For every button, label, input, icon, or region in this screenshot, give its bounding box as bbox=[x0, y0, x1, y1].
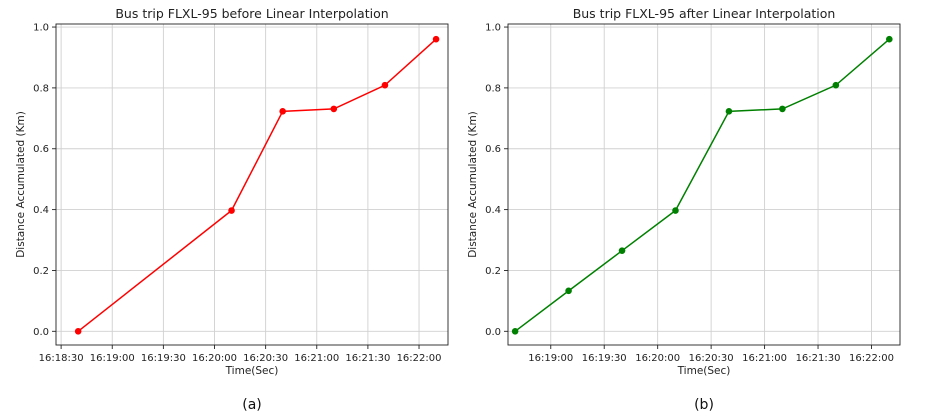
y-tick-label: 0.0 bbox=[485, 327, 501, 338]
y-tick-label: 0.6 bbox=[33, 144, 49, 155]
x-axis-label: Time(Sec) bbox=[677, 365, 731, 377]
data-point bbox=[511, 328, 519, 335]
data-point bbox=[74, 328, 82, 335]
chart-1: 16:19:00 16:19:30 16:20:00 16:20:30 16:21:00… bbox=[467, 6, 901, 413]
x-tick-label: 16:20:00 bbox=[635, 353, 680, 364]
data-point bbox=[330, 105, 338, 113]
data-point bbox=[228, 207, 235, 214]
x-tick-label: 16:22:00 bbox=[849, 353, 894, 364]
x-tick-label: 16:20:00 bbox=[192, 353, 237, 364]
chart-0: 16:18:30 16:19:00 16:19:30 16:20:00 16:20:30… bbox=[15, 6, 449, 413]
data-point bbox=[779, 105, 786, 113]
data-point bbox=[381, 81, 389, 89]
plot-frame bbox=[55, 23, 449, 346]
x-tick-label: 16:19:00 bbox=[528, 353, 573, 364]
data-point bbox=[672, 207, 679, 214]
data-point bbox=[279, 108, 286, 115]
chart-title: Bus trip FLXL-95 before Linear Interpola… bbox=[115, 6, 388, 21]
x-tick-label: 16:18:30 bbox=[39, 353, 84, 364]
y-tick-label: 0.2 bbox=[485, 266, 501, 277]
y-axis-label: Distance Accumulated (Km) bbox=[15, 111, 27, 258]
x-tick-label: 16:21:00 bbox=[294, 353, 339, 364]
data-point bbox=[832, 81, 840, 89]
chart-title: Bus trip FLXL-95 after Linear Interpolat… bbox=[573, 6, 836, 21]
data-point bbox=[432, 35, 440, 43]
y-tick-label: 0.8 bbox=[33, 83, 49, 94]
y-tick-label: 0.0 bbox=[33, 327, 49, 338]
x-tick-label: 16:19:00 bbox=[90, 353, 135, 364]
x-tick-label: 16:20:30 bbox=[243, 353, 288, 364]
subfigure-caption: (b) bbox=[694, 397, 714, 413]
x-tick-label: 16:21:00 bbox=[742, 353, 787, 364]
y-tick-label: 0.8 bbox=[485, 83, 501, 94]
y-tick-label: 1.0 bbox=[485, 23, 501, 34]
x-tick-label: 16:22:00 bbox=[397, 353, 442, 364]
x-tick-label: 16:19:30 bbox=[582, 353, 627, 364]
series-line bbox=[514, 38, 890, 332]
data-point bbox=[565, 287, 572, 295]
series-line bbox=[77, 38, 437, 332]
plot-frame bbox=[507, 23, 901, 346]
subfigure-caption: (a) bbox=[242, 397, 262, 413]
x-tick-label: 16:21:30 bbox=[345, 353, 390, 364]
y-tick-label: 0.4 bbox=[485, 205, 501, 216]
y-axis-label: Distance Accumulated (Km) bbox=[467, 111, 479, 258]
data-point bbox=[886, 35, 893, 43]
x-tick-label: 16:21:30 bbox=[796, 353, 841, 364]
data-point bbox=[725, 108, 733, 115]
x-tick-label: 16:20:30 bbox=[689, 353, 734, 364]
x-axis-label: Time(Sec) bbox=[225, 365, 279, 377]
data-point bbox=[618, 247, 626, 254]
x-tick-label: 16:19:30 bbox=[141, 353, 186, 364]
y-tick-label: 0.2 bbox=[33, 266, 49, 277]
y-tick-label: 0.4 bbox=[33, 205, 49, 216]
y-tick-label: 1.0 bbox=[33, 23, 49, 34]
y-tick-label: 0.6 bbox=[485, 144, 501, 155]
